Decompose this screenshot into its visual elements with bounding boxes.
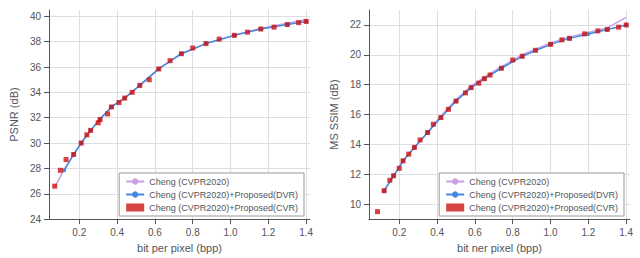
svg-text:0.6: 0.6 bbox=[468, 227, 482, 238]
svg-text:bit ner pixel (bpp): bit ner pixel (bpp) bbox=[457, 242, 542, 254]
svg-text:22: 22 bbox=[350, 19, 362, 30]
svg-text:Cheng (CVPR2020): Cheng (CVPR2020) bbox=[149, 177, 229, 187]
svg-text:34: 34 bbox=[30, 87, 42, 98]
svg-text:Cheng (CVPR2020)+Proposed(CVR): Cheng (CVPR2020)+Proposed(CVR) bbox=[469, 203, 618, 213]
svg-text:30: 30 bbox=[30, 138, 42, 149]
svg-text:40: 40 bbox=[30, 11, 42, 22]
svg-text:0.4: 0.4 bbox=[430, 227, 444, 238]
svg-text:Cheng (CVPR2020)+Proposed(DVR): Cheng (CVPR2020)+Proposed(DVR) bbox=[469, 190, 618, 200]
svg-text:24: 24 bbox=[30, 214, 42, 225]
svg-text:PSNR (dB): PSNR (dB) bbox=[8, 87, 20, 141]
svg-text:12: 12 bbox=[350, 169, 362, 180]
svg-text:18: 18 bbox=[350, 79, 362, 90]
svg-text:28: 28 bbox=[30, 163, 42, 174]
svg-text:1.0: 1.0 bbox=[224, 227, 238, 238]
svg-text:0.8: 0.8 bbox=[506, 227, 520, 238]
svg-text:1.0: 1.0 bbox=[544, 227, 558, 238]
svg-text:1.2: 1.2 bbox=[581, 227, 595, 238]
svg-text:MS SSIM (dB): MS SSIM (dB) bbox=[328, 79, 340, 149]
svg-text:Cheng (CVPR2020)+Proposed(DVR): Cheng (CVPR2020)+Proposed(DVR) bbox=[149, 190, 298, 200]
svg-text:32: 32 bbox=[30, 112, 42, 123]
svg-text:0.4: 0.4 bbox=[110, 227, 124, 238]
svg-text:38: 38 bbox=[30, 36, 42, 47]
svg-text:26: 26 bbox=[30, 188, 42, 199]
svg-text:0.2: 0.2 bbox=[392, 227, 406, 238]
svg-text:14: 14 bbox=[350, 139, 362, 150]
svg-text:10: 10 bbox=[350, 199, 362, 210]
svg-text:1.4: 1.4 bbox=[299, 227, 313, 238]
svg-text:1.4: 1.4 bbox=[619, 227, 633, 238]
svg-text:1.2: 1.2 bbox=[261, 227, 275, 238]
svg-text:bit per pixel (bpp): bit per pixel (bpp) bbox=[137, 242, 222, 254]
svg-text:Cheng (CVPR2020): Cheng (CVPR2020) bbox=[469, 177, 549, 187]
svg-text:16: 16 bbox=[350, 109, 362, 120]
svg-text:0.6: 0.6 bbox=[148, 227, 162, 238]
svg-text:Cheng (CVPR2020)+Proposed(CVR): Cheng (CVPR2020)+Proposed(CVR) bbox=[149, 203, 298, 213]
svg-text:0.8: 0.8 bbox=[186, 227, 200, 238]
svg-text:36: 36 bbox=[30, 62, 42, 73]
svg-text:0.2: 0.2 bbox=[72, 227, 86, 238]
svg-text:20: 20 bbox=[350, 49, 362, 60]
